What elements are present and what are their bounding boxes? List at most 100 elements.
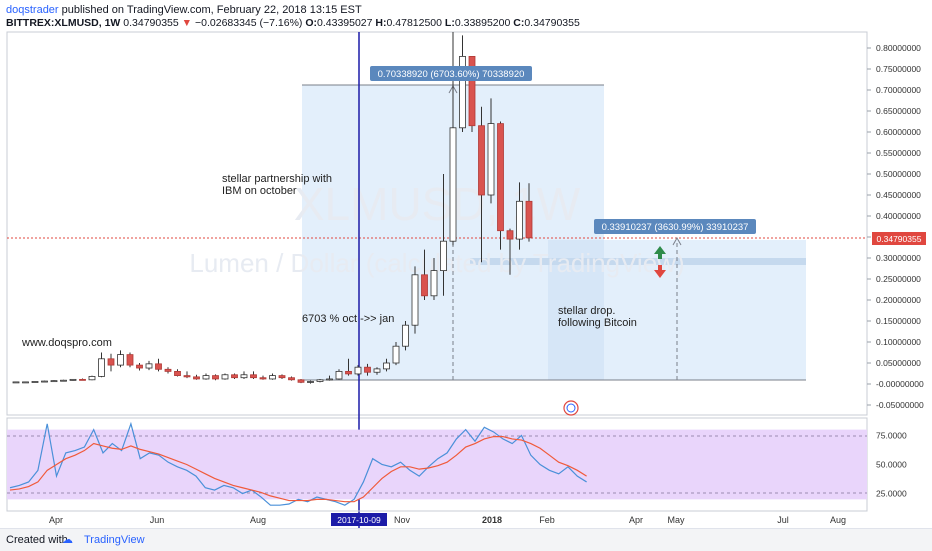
candle-down <box>136 364 143 369</box>
price-tick-label: 0.60000000 <box>876 127 921 137</box>
candle-up <box>430 270 438 297</box>
price-tick-label: 0.70000000 <box>876 85 921 95</box>
candle-down <box>79 378 86 381</box>
last-value: 0.34790355 <box>123 17 179 29</box>
candle-up <box>117 354 124 366</box>
website-note: www.doqspro.com <box>21 337 112 349</box>
candle-up <box>335 370 343 380</box>
tradingview-logo-icon: ☁ <box>62 534 73 546</box>
published-text: published on TradingView.com, February 2… <box>61 4 362 16</box>
candle-up <box>12 381 20 384</box>
candle-up <box>383 362 390 370</box>
candle-down <box>297 379 305 383</box>
author-link[interactable]: doqstrader <box>6 4 59 16</box>
low-value: 0.33895200 <box>454 17 511 29</box>
measure2-arrowhead-icon <box>672 236 682 246</box>
date-marker-badge <box>331 513 387 526</box>
rsi-band <box>7 429 867 500</box>
candle-down <box>164 368 172 372</box>
open-value: 0.43395027 <box>317 17 373 29</box>
candle-up <box>98 358 105 377</box>
price-tick-label: 0.25000000 <box>876 274 921 284</box>
low-label: L: <box>444 17 455 29</box>
candle-down <box>212 375 219 380</box>
candle-up <box>41 380 48 383</box>
candle-down <box>183 375 191 378</box>
time-tick-label: Apr <box>629 515 643 525</box>
tradingview-brand-link[interactable]: TradingView <box>84 534 145 546</box>
candle-down <box>468 56 476 127</box>
candle-up <box>31 381 39 383</box>
time-tick-label: Aug <box>830 515 846 525</box>
close-value: 0.34790355 <box>524 17 580 29</box>
price-tick-label: 0.55000000 <box>876 148 921 158</box>
candle-down <box>126 354 134 366</box>
event-flag-icon[interactable] <box>563 400 579 416</box>
candle-up <box>354 366 362 375</box>
candle-down <box>250 374 257 379</box>
candle-up <box>69 378 77 381</box>
candle-up <box>326 378 333 381</box>
candle-up <box>487 123 495 196</box>
change-value: −0.02683345 (−7.16%) <box>195 17 303 29</box>
rsi-tick-label: 50.0000 <box>876 460 907 470</box>
footer-bar: Created with ☁ TradingView <box>0 528 932 551</box>
price-tick-label: 0.05000000 <box>876 358 921 368</box>
candle-down <box>497 123 504 232</box>
symbol-label: BITTREX:XLMUSD, 1W <box>6 17 121 29</box>
drop-note-line2: following Bitcoin <box>558 317 637 329</box>
candle-up <box>307 381 314 383</box>
time-tick-label: Aug <box>250 515 266 525</box>
watermark-symbol: XLMUSD, 1W <box>294 178 581 230</box>
candle-up <box>50 380 58 383</box>
candle-down <box>288 377 295 381</box>
price-tick-label: 0.75000000 <box>876 64 921 74</box>
high-label: H: <box>375 17 387 29</box>
last-price-label: 0.34790355 <box>877 234 922 244</box>
candle-down <box>193 376 200 380</box>
drop-note-line1: stellar drop. <box>558 305 615 317</box>
time-tick-label: Jul <box>777 515 789 525</box>
candle-up <box>411 274 419 326</box>
price-tick-label: 0.65000000 <box>876 106 921 116</box>
rsi-tick-label: 25.0000 <box>876 489 907 499</box>
candles-group <box>12 32 533 384</box>
rsi-axis: 75.0000 50.0000 25.0000 <box>876 430 907 498</box>
price-tick-label: 0.80000000 <box>876 43 921 53</box>
rsi-line <box>9 421 587 506</box>
time-tick-label: Nov <box>394 515 411 525</box>
candle-up <box>202 375 210 380</box>
ohlc-line: BITTREX:XLMUSD, 1W 0.34790355 ▼ −0.02683… <box>6 17 580 29</box>
price-tick-label: 0.50000000 <box>876 169 921 179</box>
time-axis: Apr Jun Aug 2017-10-09 Nov 2018 Feb Apr May Jul Au… <box>49 515 846 525</box>
candle-down <box>421 274 428 297</box>
candle-up <box>22 381 29 384</box>
measure1-label: 0.70338920 (6703.60%) 70338920 <box>378 69 525 80</box>
time-tick-label: May <box>667 515 685 525</box>
date-marker-label: 2017-10-09 <box>337 515 381 525</box>
event-flag-inner-icon <box>566 403 576 413</box>
candle-up <box>60 379 67 382</box>
candle-down <box>231 374 238 379</box>
rsi-ma-line <box>9 436 587 503</box>
time-tick-label: Apr <box>49 515 63 525</box>
price-tick-label: -0.05000000 <box>876 400 924 410</box>
candle-down <box>478 125 485 196</box>
candle-up <box>373 368 381 373</box>
price-axis: 0.80000000 0.75000000 0.70000000 0.65000000… <box>867 43 924 410</box>
candle-up <box>440 240 447 271</box>
candle-up <box>221 374 229 380</box>
measure1-label-bg <box>370 66 532 81</box>
candle-up <box>516 200 523 240</box>
candle-down <box>278 375 286 379</box>
publish-line: doqstrader published on TradingView.com,… <box>6 4 362 16</box>
time-tick-label: Feb <box>539 515 555 525</box>
change-arrow-icon: ▼ <box>181 17 193 29</box>
support-band <box>470 258 806 265</box>
candle-down <box>107 358 115 366</box>
candle-up <box>392 345 400 364</box>
rsi-tick-label: 75.0000 <box>876 430 907 440</box>
open-label: O: <box>305 17 318 29</box>
high-value: 0.47812500 <box>386 17 442 29</box>
